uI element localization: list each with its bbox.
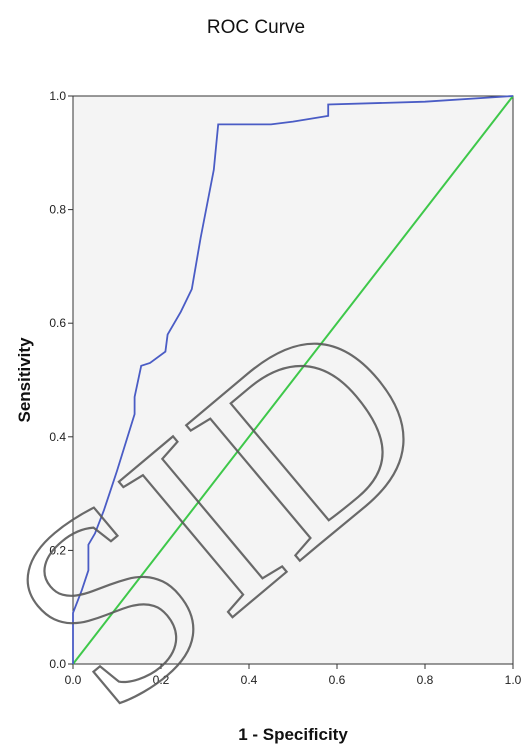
- roc-curve-line: [72, 95, 514, 664]
- x-tick-label: 0.2: [153, 673, 170, 687]
- y-tick-label: 0.8: [49, 203, 66, 217]
- y-tick-label: 0.6: [49, 316, 66, 330]
- x-tick-label: 1.0: [505, 673, 522, 687]
- chart-title: ROC Curve: [207, 17, 305, 38]
- x-axis: 0.0 0.2 0.4 0.6 0.8 1.0: [65, 664, 522, 687]
- y-tick-label: 0.4: [49, 430, 66, 444]
- y-tick-label: 0.2: [49, 543, 66, 557]
- reference-line: [72, 95, 514, 665]
- x-tick-label: 0.4: [241, 673, 258, 687]
- y-axis-label: Sensitivity: [15, 337, 34, 423]
- x-axis-label: 1 - Specificity: [238, 725, 348, 744]
- y-tick-label: 0.0: [49, 657, 66, 671]
- x-tick-label: 0.6: [329, 673, 346, 687]
- x-tick-label: 0.0: [65, 673, 82, 687]
- x-tick-label: 0.8: [417, 673, 434, 687]
- y-tick-label: 1.0: [49, 89, 66, 103]
- y-axis: 0.0 0.2 0.4 0.6 0.8 1.0: [49, 89, 73, 671]
